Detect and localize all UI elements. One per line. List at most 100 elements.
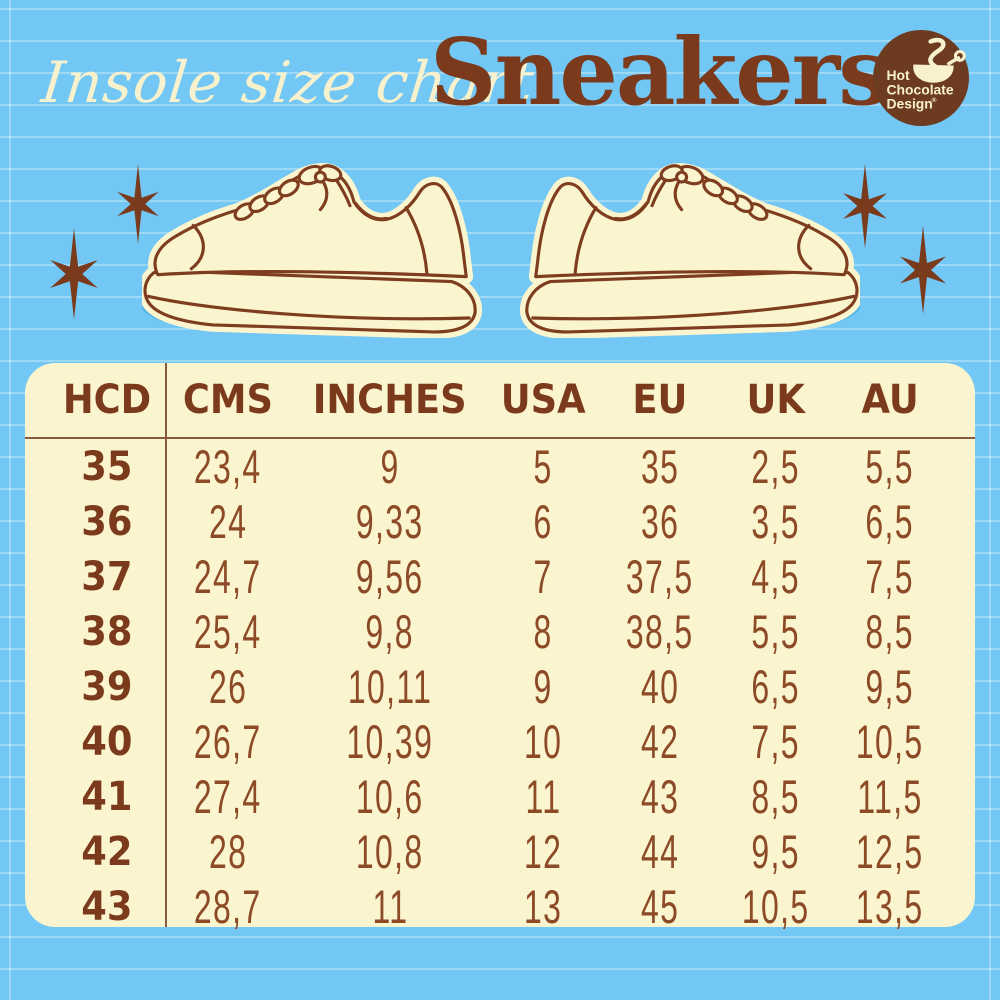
table-header-row: HCD CMS INCHES USA EU UK AU (25, 363, 975, 437)
hcd-size-cell: 40 (25, 719, 165, 765)
size-value-cell: 35 (597, 439, 723, 494)
hcd-size-cell: 37 (25, 554, 165, 600)
cell-text: 42 (81, 828, 133, 875)
column-header: HCD (25, 377, 165, 423)
column-header: CMS (165, 377, 291, 423)
cell-text: 25,4 (194, 605, 262, 658)
hcd-size-cell: 38 (25, 609, 165, 655)
cell-text: 24 (208, 495, 248, 548)
cell-text: 7 (533, 550, 553, 603)
column-header-label: UK (746, 377, 806, 423)
size-value-cell: 27,4 (165, 769, 291, 824)
size-value-cell: 12,5 (829, 824, 975, 879)
column-header-label: USA (500, 377, 586, 423)
cell-text: 11 (525, 770, 561, 823)
size-value-cell: 38,5 (597, 604, 723, 659)
size-value-cell: 7,5 (829, 549, 975, 604)
table-body: 35 23,4 9 5 35 2,5 5,5 36 24 9,33 6 36 3,5 6,5 37 24,7 9… (25, 439, 975, 933)
cell-text: 9 (380, 440, 400, 493)
size-value-cell: 9,8 (291, 604, 489, 659)
cell-text: 44 (640, 825, 680, 878)
starburst-icon (900, 226, 946, 314)
size-value-cell: 10,5 (829, 714, 975, 769)
size-value-cell: 9,56 (291, 549, 489, 604)
table-row: 39 26 10,11 9 40 6,5 9,5 (25, 659, 975, 714)
size-value-cell: 5,5 (829, 439, 975, 494)
cell-text: 45 (640, 880, 680, 933)
hcd-size-cell: 41 (25, 774, 165, 820)
size-value-cell: 9,5 (723, 824, 829, 879)
cell-text: 43 (81, 883, 133, 930)
cell-text: 13,5 (856, 880, 924, 933)
logo-text-line3: Design (886, 96, 932, 112)
cell-text: 9,5 (865, 660, 915, 713)
size-value-cell: 24,7 (165, 549, 291, 604)
cell-text: 5 (533, 440, 553, 493)
cell-text: 23,4 (194, 440, 262, 493)
column-header-label: EU (632, 377, 688, 423)
page-title-product: Sneakers (430, 18, 890, 126)
hot-chocolate-design-logo: Hot Chocolate Design ® (873, 30, 969, 126)
starburst-icon (50, 228, 98, 320)
cell-text: 38 (81, 608, 133, 655)
column-header: INCHES (291, 377, 489, 423)
table-row: 35 23,4 9 5 35 2,5 5,5 (25, 439, 975, 494)
size-value-cell: 36 (597, 494, 723, 549)
size-value-cell: 5,5 (723, 604, 829, 659)
cell-text: 10,5 (856, 715, 924, 768)
ruled-margin-line-right (989, 0, 991, 1000)
cell-text: 40 (81, 718, 133, 765)
cell-text: 9,8 (365, 605, 415, 658)
size-value-cell: 28,7 (165, 879, 291, 934)
size-value-cell: 23,4 (165, 439, 291, 494)
cell-text: 10 (523, 715, 563, 768)
size-value-cell: 8,5 (829, 604, 975, 659)
size-value-cell: 26 (165, 659, 291, 714)
column-header-label: AU (861, 377, 919, 423)
starburst-icon (117, 164, 159, 244)
cell-text: 10,39 (346, 715, 434, 768)
hot-chocolate-cup-and-spoon-icon (913, 37, 966, 83)
size-value-cell: 40 (597, 659, 723, 714)
cell-text: 9,5 (751, 825, 801, 878)
cell-text: 26 (208, 660, 248, 713)
column-header: UK (723, 377, 829, 423)
size-value-cell: 25,4 (165, 604, 291, 659)
size-value-cell: 10 (489, 714, 597, 769)
table-row: 41 27,4 10,6 11 43 8,5 11,5 (25, 769, 975, 824)
size-value-cell: 8,5 (723, 769, 829, 824)
size-value-cell: 42 (597, 714, 723, 769)
table-row: 36 24 9,33 6 36 3,5 6,5 (25, 494, 975, 549)
cell-text: 9,56 (356, 550, 424, 603)
column-header-label: INCHES (313, 377, 467, 423)
cell-text: 39 (81, 663, 133, 710)
sneaker-side-view-facing-right (520, 163, 860, 338)
cell-text: 8,5 (751, 770, 801, 823)
size-value-cell: 24 (165, 494, 291, 549)
size-value-cell: 37,5 (597, 549, 723, 604)
size-value-cell: 9,33 (291, 494, 489, 549)
size-value-cell: 11 (291, 879, 489, 934)
size-value-cell: 10,39 (291, 714, 489, 769)
size-value-cell: 6,5 (723, 659, 829, 714)
cell-text: 12 (523, 825, 563, 878)
hcd-size-cell: 43 (25, 884, 165, 930)
size-value-cell: 10,5 (723, 879, 829, 934)
hcd-size-cell: 36 (25, 499, 165, 545)
size-value-cell: 12 (489, 824, 597, 879)
cell-text: 12,5 (856, 825, 924, 878)
cell-text: 37,5 (626, 550, 694, 603)
table-header-divider (25, 437, 975, 439)
size-value-cell: 11,5 (829, 769, 975, 824)
cell-text: 36 (640, 495, 680, 548)
sneaker-side-view-facing-left (142, 163, 482, 338)
size-value-cell: 6,5 (829, 494, 975, 549)
size-value-cell: 26,7 (165, 714, 291, 769)
size-value-cell: 10,8 (291, 824, 489, 879)
cell-text: 38,5 (626, 605, 694, 658)
cell-text: 35 (640, 440, 680, 493)
cell-text: 8 (533, 605, 553, 658)
table-row: 37 24,7 9,56 7 37,5 4,5 7,5 (25, 549, 975, 604)
cell-text: 41 (81, 773, 133, 820)
